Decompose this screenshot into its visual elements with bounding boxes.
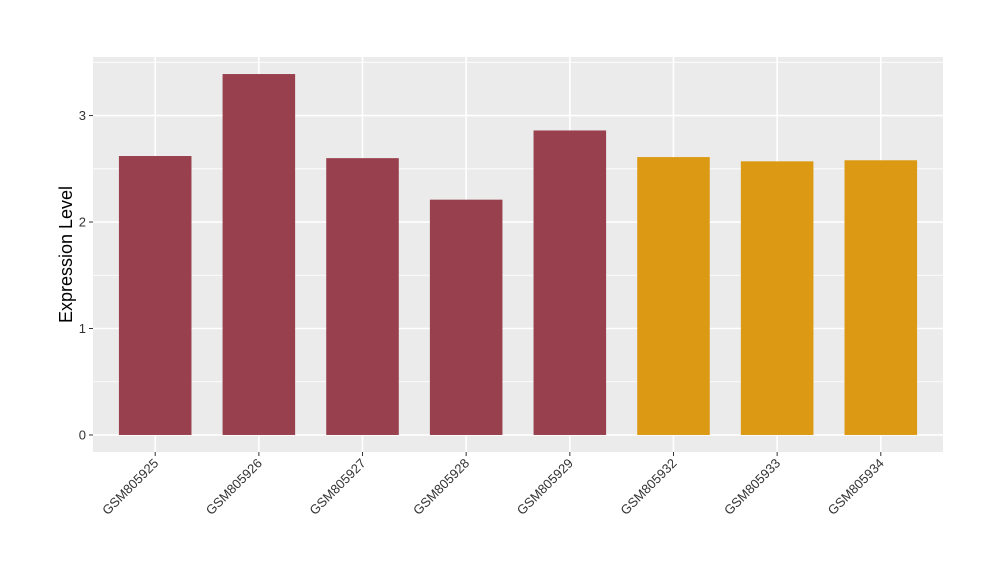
y-tick-label: 0 [79,427,86,442]
bar [118,156,192,435]
y-tick-label: 1 [79,321,86,336]
bar [844,160,918,435]
x-tick-label: GSM805934 [825,456,887,518]
bar [222,74,296,435]
x-axis: GSM805925 GSM805926 GSM805927 GSM805928 GSM8… [99,452,887,518]
bar [740,161,814,435]
bar [533,130,607,435]
bar [429,199,503,435]
x-tick-label: GSM805926 [203,456,265,518]
x-tick-label: GSM805927 [306,456,368,518]
x-tick-label: GSM805933 [721,456,783,518]
bars [118,74,918,435]
y-tick-label: 2 [79,215,86,230]
x-tick-label: GSM805929 [514,456,576,518]
bar [326,158,399,435]
x-tick-label: GSM805925 [99,456,161,518]
y-tick-label: 3 [79,108,86,123]
x-tick-label: GSM805928 [410,456,472,518]
x-tick-label: GSM805932 [617,456,679,518]
y-axis: 0 1 2 3 [79,108,93,442]
y-axis-title: Expression Level [56,186,76,323]
bar [637,157,710,435]
